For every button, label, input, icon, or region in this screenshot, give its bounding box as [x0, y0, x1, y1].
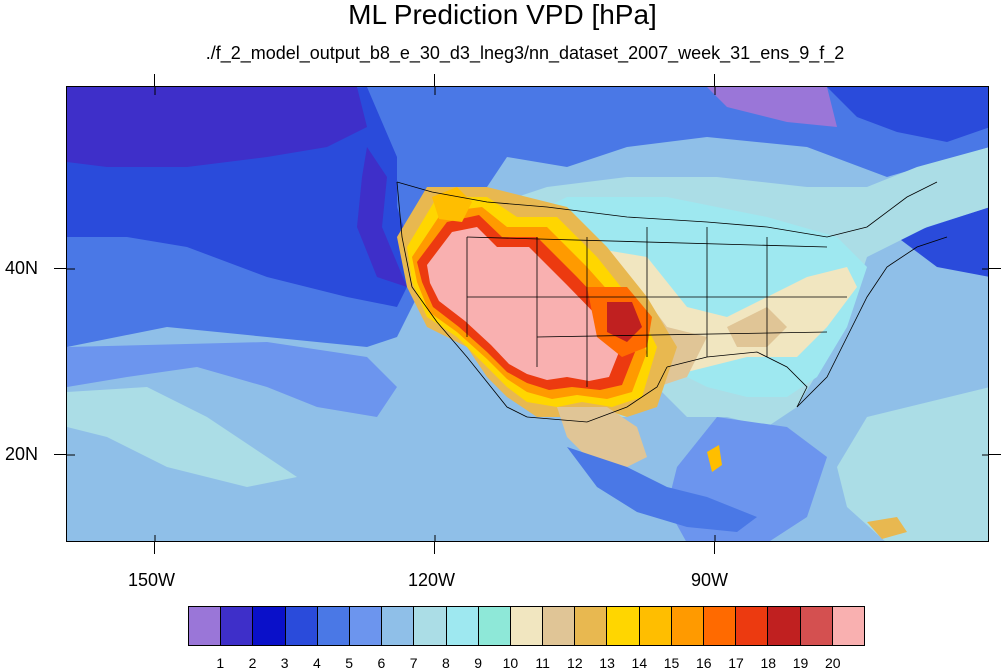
vpd-band-20: [427, 227, 619, 381]
vpd-band-4: [897, 207, 988, 277]
colorbar-label: 5: [345, 655, 354, 671]
colorbar-label: 8: [441, 655, 450, 671]
colorbar-label: 9: [474, 655, 483, 671]
lon-tick-bottom: [154, 542, 155, 554]
vpd-band-4: [827, 87, 988, 142]
colorbar-swatch: [607, 607, 640, 645]
colorbar-swatch: [253, 607, 286, 645]
colorbar-swatch: [543, 607, 576, 645]
colorbar-label: 10: [502, 655, 519, 671]
colorbar-swatch: [349, 607, 383, 645]
colorbar-swatch: [317, 607, 350, 645]
lat-tick-left: [54, 454, 66, 455]
colorbar-label: 7: [409, 655, 418, 671]
vpd-band-4: [567, 447, 757, 532]
vpd-band-2: [67, 87, 367, 167]
colorbar-label: 12: [567, 655, 583, 671]
colorbar-label: 11: [535, 655, 550, 671]
colorbar-label: 1: [216, 655, 225, 671]
colorbar-label: 16: [696, 655, 712, 671]
lat-tick-right: [989, 268, 1001, 269]
lon-tick-bottom: [434, 542, 435, 554]
vpd-band-12: [557, 407, 647, 467]
colorbar-swatch: [575, 607, 608, 645]
vpd-band-15: [432, 187, 472, 222]
colorbar-swatch: [832, 607, 864, 645]
lat-label-40n: 40N: [5, 258, 39, 278]
colorbar-swatch: [478, 607, 511, 645]
colorbar-label: 13: [599, 655, 615, 671]
colorbar-label: 4: [313, 655, 321, 671]
lat-tick-right: [989, 454, 1001, 455]
vpd-map: [66, 86, 989, 542]
map-title: ML Prediction VPD [hPa]: [348, 0, 657, 30]
map-subtitle: ./f_2_model_output_b8_e_30_d3_lneg3/nn_d…: [205, 43, 845, 63]
colorbar-swatch: [510, 607, 544, 645]
colorbar-swatch: [800, 607, 833, 645]
vpd-band-2: [357, 147, 407, 287]
lat-tick-left: [54, 268, 66, 269]
colorbar-swatch: [285, 607, 318, 645]
colorbar-swatch: [768, 607, 801, 645]
lon-tick-top: [714, 74, 715, 86]
colorbar-swatch: [446, 607, 479, 645]
colorbar-label: 18: [760, 655, 777, 671]
colorbar-label: 6: [377, 655, 386, 671]
colorbar-swatch: [414, 607, 447, 645]
colorbar-swatch: [736, 607, 769, 645]
colorbar-swatch: [704, 607, 737, 645]
state-boundaries: [396, 181, 948, 423]
colorbar-swatch: [382, 607, 415, 645]
colorbar-label: 14: [631, 655, 648, 671]
lon-label-150w: 150W: [128, 570, 176, 590]
vpd-band-15: [707, 445, 722, 472]
vpd-band-12: [727, 307, 787, 347]
colorbar-label: 19: [792, 655, 809, 671]
lon-label-120w: 120W: [408, 570, 456, 590]
lat-label-20n: 20N: [5, 444, 39, 464]
lon-tick-top: [154, 74, 155, 86]
lon-tick-bottom: [714, 542, 715, 554]
colorbar-label: 20: [824, 655, 841, 671]
lon-tick-top: [434, 74, 435, 86]
colorbar: [188, 606, 865, 646]
vpd-band-6: [67, 342, 397, 417]
vpd-band-7: [67, 387, 297, 487]
colorbar-swatch: [221, 607, 254, 645]
map-inner-ticks: [67, 87, 988, 541]
vpd-band-19: [607, 302, 642, 342]
colorbar-label: 17: [728, 655, 744, 671]
colorbar-swatch: [639, 607, 672, 645]
vpd-band-13: [867, 517, 907, 539]
colorbar-swatch: [671, 607, 704, 645]
colorbar-swatch: [189, 607, 222, 645]
colorbar-label: 15: [663, 655, 680, 671]
vpd-contour-map: [67, 87, 988, 541]
colorbar-label: 2: [248, 655, 257, 671]
colorbar-label: 3: [280, 655, 289, 671]
vpd-band-1: [707, 87, 837, 127]
lon-label-90w: 90W: [691, 570, 729, 590]
vpd-band-7: [837, 387, 988, 541]
